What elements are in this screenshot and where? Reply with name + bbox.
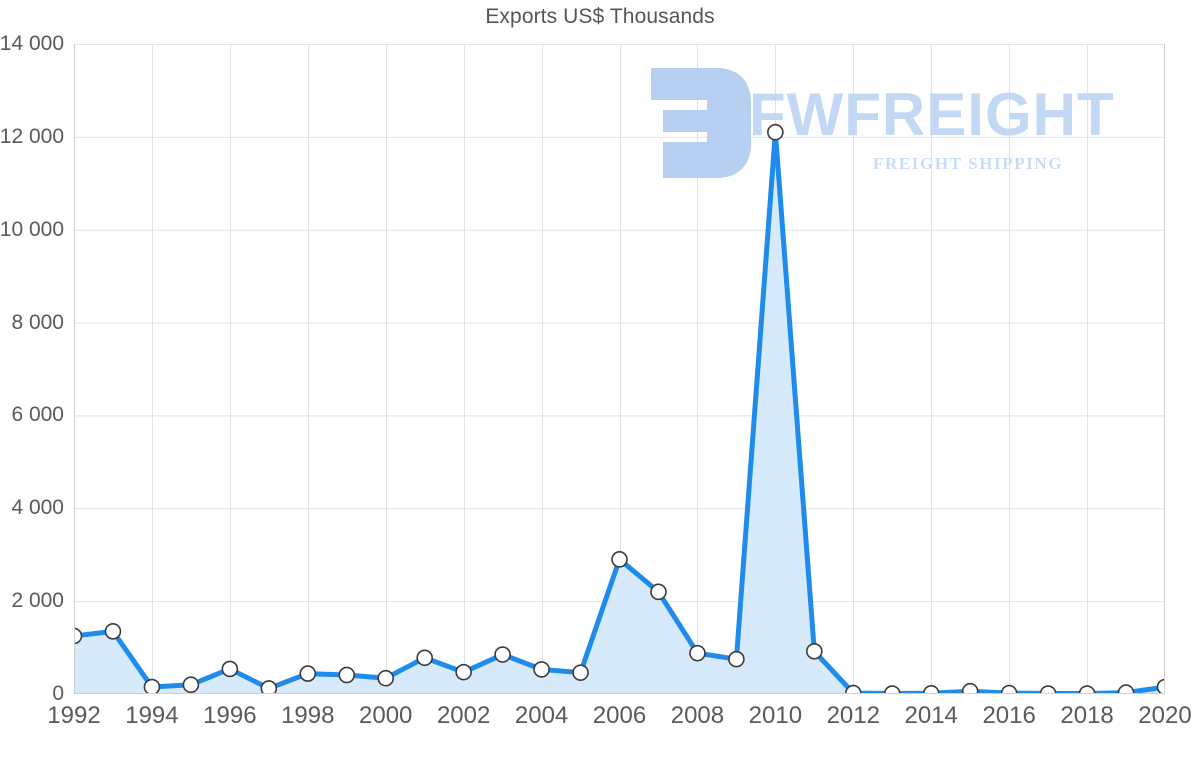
data-point-marker[interactable] [338,666,356,684]
data-point-marker[interactable] [883,685,901,694]
data-point-marker[interactable] [377,669,395,687]
data-point-marker[interactable] [455,663,472,681]
data-point-marker[interactable] [299,665,317,682]
x-axis-tick-label: 2006 [592,702,647,729]
grid-lines [74,44,1165,694]
data-point-marker[interactable] [260,680,278,694]
chart-title: Exports US$ Thousands [485,5,715,28]
y-axis-tick-label: 0 [52,682,64,705]
x-axis-tick-label: 2014 [904,702,958,729]
x-axis-tick-label: 2010 [748,702,803,729]
data-point-marker[interactable] [922,685,940,694]
x-axis-tick-label: 2000 [359,702,413,729]
y-axis-tick-label: 14 000 [0,32,64,55]
data-point-marker[interactable] [221,660,239,678]
data-point-marker[interactable] [1156,678,1166,694]
data-point-marker[interactable] [650,583,667,601]
data-point-marker[interactable] [844,684,862,694]
data-point-marker[interactable] [572,664,589,681]
data-point-marker[interactable] [1117,684,1135,694]
data-point-marker[interactable] [416,649,433,667]
data-point-marker[interactable] [104,623,122,640]
x-axis-tick-label: 1998 [281,702,335,729]
data-point-marker[interactable] [689,644,706,662]
y-axis-tick-label: 2 000 [11,589,64,613]
data-point-marker[interactable] [961,682,979,694]
y-axis-tick-label: 10 000 [0,217,64,241]
x-axis-tick-label: 2020 [1138,702,1192,729]
x-axis-tick-label: 2016 [982,702,1036,729]
x-axis-tick-label: 2018 [1060,702,1114,729]
data-point-marker[interactable] [1078,685,1096,694]
x-axis-tick-label: 1994 [125,702,179,729]
data-point-marker[interactable] [1039,685,1057,694]
y-axis-tick-label: 8 000 [11,310,64,334]
x-axis-tick-label: 1992 [47,702,101,729]
data-point-marker[interactable] [806,642,823,660]
data-point-marker[interactable] [1000,684,1018,694]
x-axis-tick-label: 2002 [436,702,491,729]
x-axis-tick-label: 2004 [514,702,569,729]
data-point-marker[interactable] [611,551,628,568]
data-point-marker[interactable] [767,123,784,141]
chart-svg [74,44,1165,694]
data-point-markers[interactable] [74,123,1166,694]
x-axis-tick-label: 1996 [203,702,257,729]
data-point-marker[interactable] [533,661,550,678]
data-point-marker[interactable] [728,650,745,668]
area-fill [74,132,1165,694]
data-point-marker[interactable] [182,676,200,694]
x-axis-tick-label: 2008 [670,702,725,729]
data-point-marker[interactable] [494,646,511,663]
y-axis-tick-label: 4 000 [11,496,64,520]
data-point-marker[interactable] [74,627,83,645]
data-point-marker[interactable] [143,678,161,694]
x-axis-tick-label: 2012 [826,702,880,729]
plot-area [74,44,1165,694]
y-axis-tick-label: 12 000 [0,124,64,148]
y-axis-tick-label: 6 000 [11,403,64,427]
